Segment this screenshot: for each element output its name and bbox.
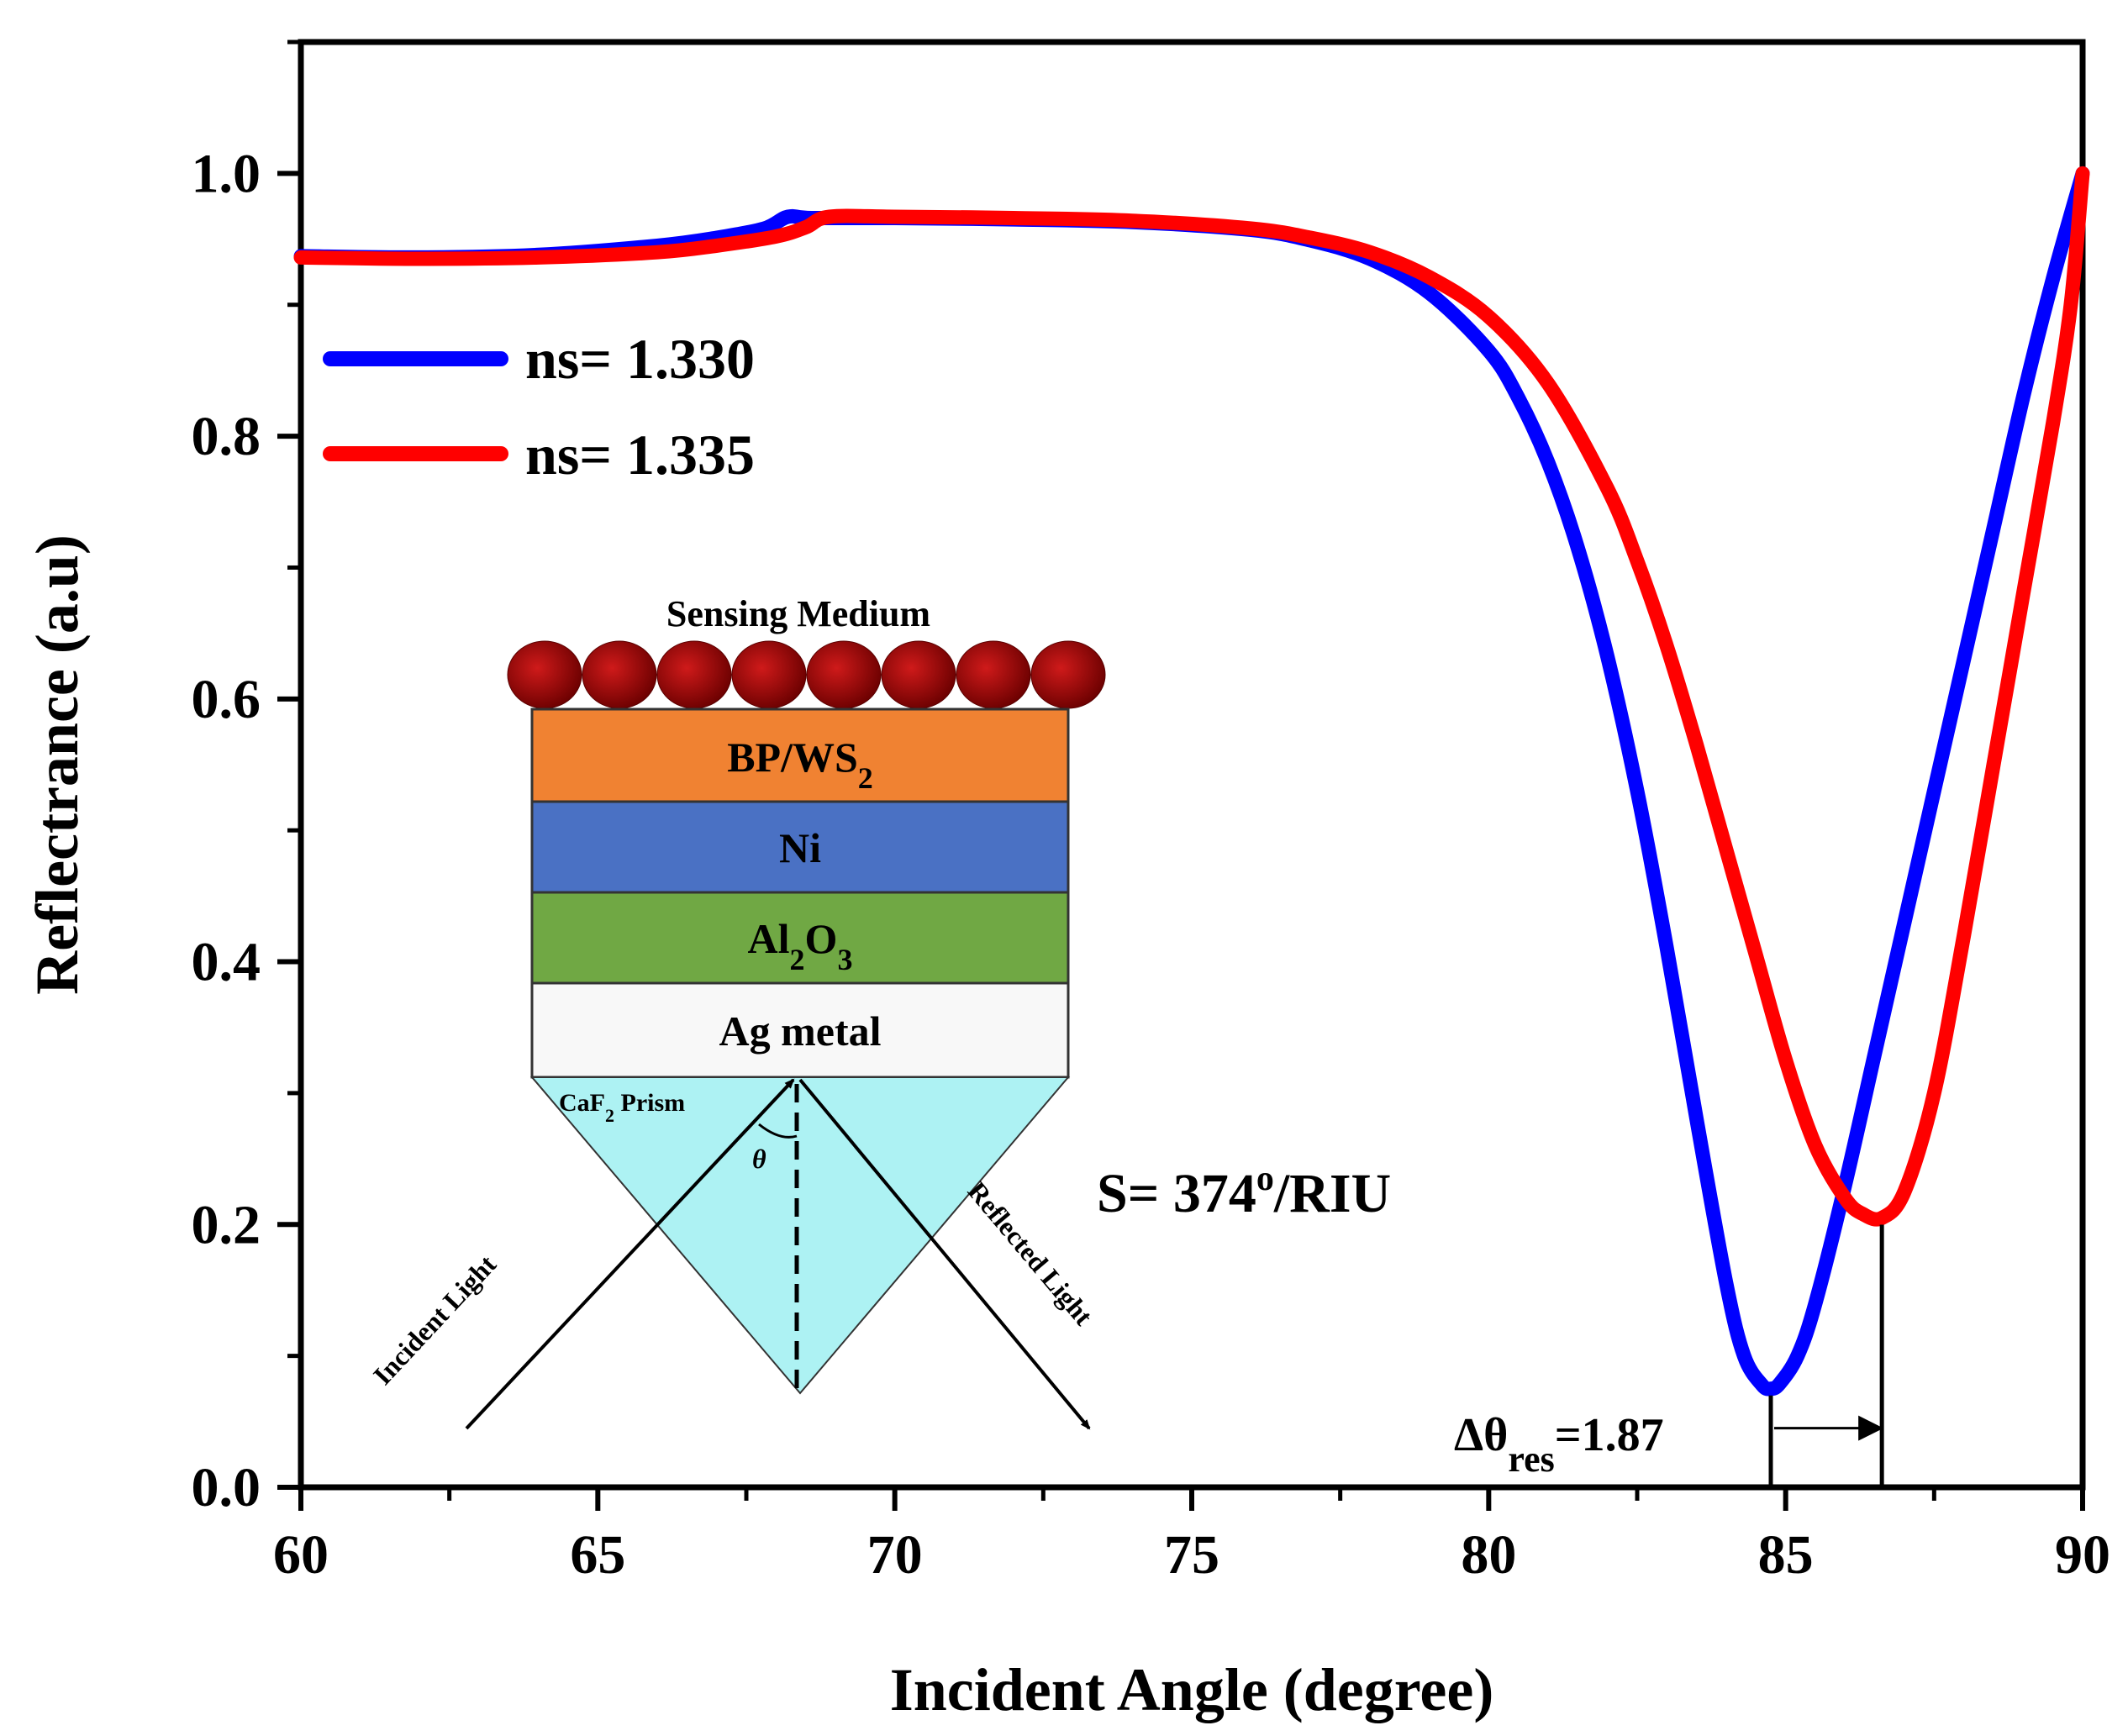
reflected-light-ray xyxy=(798,1078,1091,1430)
sensor-schematic: Sensing Medium BP/WS2 Ni Al2O3 Ag metal … xyxy=(367,593,1106,1430)
prism-label: CaF2 Prism xyxy=(559,1089,685,1126)
layer-ni xyxy=(530,800,1070,894)
y-axis-ticks: 0.0 0.2 0.4 0.6 0.8 1.0 xyxy=(192,39,301,1518)
x-tick-label: 85 xyxy=(1758,1524,1814,1586)
sensitivity-annotation: S= 374o/RIU xyxy=(1097,1160,1391,1224)
layer-bp-ws2-label: BP/WS2 xyxy=(727,734,873,795)
legend: ns= 1.330 ns= 1.335 xyxy=(323,327,755,487)
layer-al2o3 xyxy=(530,891,1070,985)
sensing-medium-particles xyxy=(507,640,1106,709)
y-tick-label: 0.0 xyxy=(192,1457,261,1518)
x-axis-ticks: 60 65 70 75 80 85 90 xyxy=(273,1487,2110,1586)
medium-particle xyxy=(1030,640,1106,709)
y-axis-title: Reflectrance (a.u) xyxy=(24,534,91,995)
layer-ag-metal-label: Ag metal xyxy=(719,1007,882,1055)
x-tick-label: 80 xyxy=(1461,1524,1516,1586)
theta-label: θ xyxy=(752,1144,766,1174)
data-series xyxy=(293,166,2090,1397)
reflected-light-label: Reflected Light xyxy=(962,1176,1099,1331)
layer-ni-label: Ni xyxy=(779,824,821,871)
series-line-1 xyxy=(293,166,2090,1227)
y-tick-label: 0.8 xyxy=(192,406,261,467)
medium-particle xyxy=(731,640,807,709)
layer-ag-metal xyxy=(530,981,1070,1079)
sensing-medium-label: Sensing Medium xyxy=(666,593,930,634)
medium-particle xyxy=(656,640,732,709)
x-tick-label: 75 xyxy=(1164,1524,1219,1586)
medium-particle xyxy=(507,640,582,709)
y-tick-label: 0.2 xyxy=(192,1194,261,1255)
x-tick-label: 90 xyxy=(2055,1524,2110,1586)
y-tick-label: 0.4 xyxy=(192,932,261,993)
legend-label-ns-1-335: ns= 1.335 xyxy=(525,423,755,487)
medium-particle xyxy=(956,640,1031,709)
x-tick-label: 60 xyxy=(273,1524,329,1586)
medium-particle xyxy=(582,640,657,709)
resonance-shift-annotation: Δθres=1.87 xyxy=(1454,1224,1884,1487)
legend-label-ns-1-330: ns= 1.330 xyxy=(525,327,755,391)
y-tick-label: 0.6 xyxy=(192,669,261,730)
layer-al2o3-label: Al2O3 xyxy=(748,915,853,976)
x-axis-title: Incident Angle (degree) xyxy=(890,1656,1494,1723)
theta-arc xyxy=(758,1123,798,1139)
incident-light-label: Incident Light xyxy=(367,1249,503,1391)
medium-particle xyxy=(806,640,882,709)
x-tick-label: 70 xyxy=(867,1524,923,1586)
incident-light-ray xyxy=(465,1078,795,1430)
caf2-prism xyxy=(529,1076,1071,1395)
x-tick-label: 65 xyxy=(570,1524,625,1586)
y-tick-label: 1.0 xyxy=(192,143,261,204)
resonance-shift-label: Δθres=1.87 xyxy=(1454,1409,1664,1480)
medium-particle xyxy=(881,640,956,709)
